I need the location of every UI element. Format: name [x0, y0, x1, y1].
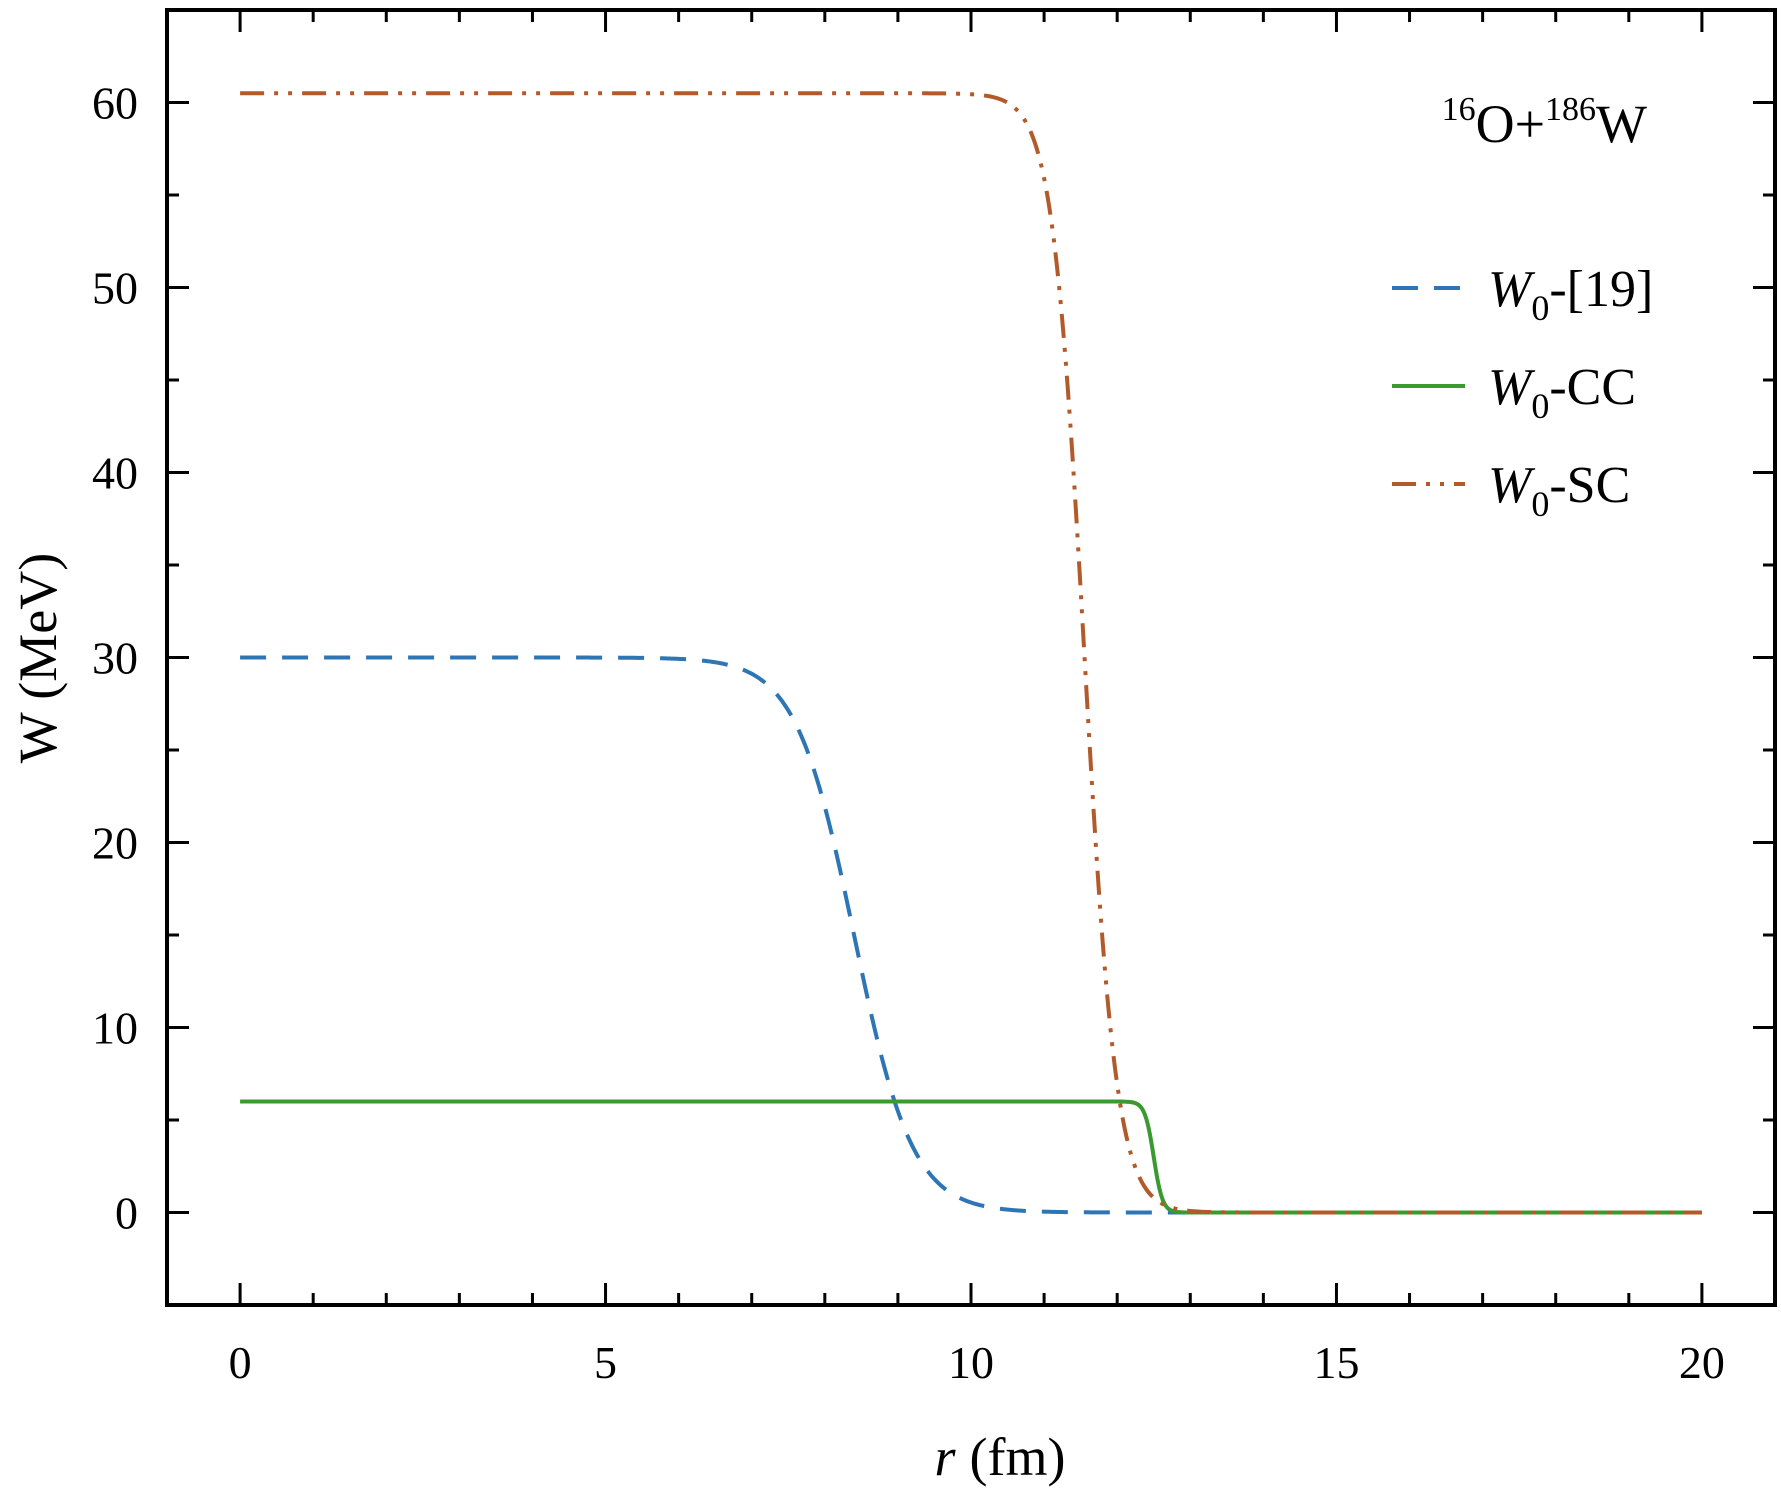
x-tick-label: 0	[229, 1337, 252, 1388]
x-tick-label: 15	[1313, 1337, 1359, 1388]
x-tick-labels: 0 5 10 15 20	[229, 1337, 1725, 1388]
series-layer	[239, 91, 1703, 1215]
y-tick-label: 40	[92, 448, 138, 499]
legend-label: W0-SC	[1488, 457, 1630, 524]
y-tick-label: 10	[92, 1003, 138, 1054]
x-tick-label: 20	[1679, 1337, 1725, 1388]
y-tick-label: 20	[92, 818, 138, 869]
series-line	[239, 91, 1703, 1215]
series-line	[239, 1099, 1703, 1215]
axis-ticks	[167, 10, 1775, 1305]
y-tick-label: 30	[92, 633, 138, 684]
y-axis-title: W (MeV)	[8, 553, 68, 763]
legend-label: W0-[19]	[1488, 261, 1653, 328]
x-tick-label: 10	[948, 1337, 994, 1388]
y-tick-label: 0	[115, 1188, 138, 1239]
series-line	[239, 655, 1703, 1215]
legend: W0-[19] W0-CC W0-SC	[1392, 261, 1653, 524]
x-axis-title: r (fm)	[935, 1427, 1066, 1487]
reaction-annotation: 16O+186W	[1442, 91, 1647, 154]
y-tick-label: 60	[92, 78, 138, 129]
legend-label: W0-CC	[1488, 359, 1636, 426]
y-tick-labels: 0 10 20 30 40 50 60	[92, 78, 138, 1239]
x-tick-label: 5	[594, 1337, 617, 1388]
y-tick-label: 50	[92, 263, 138, 314]
